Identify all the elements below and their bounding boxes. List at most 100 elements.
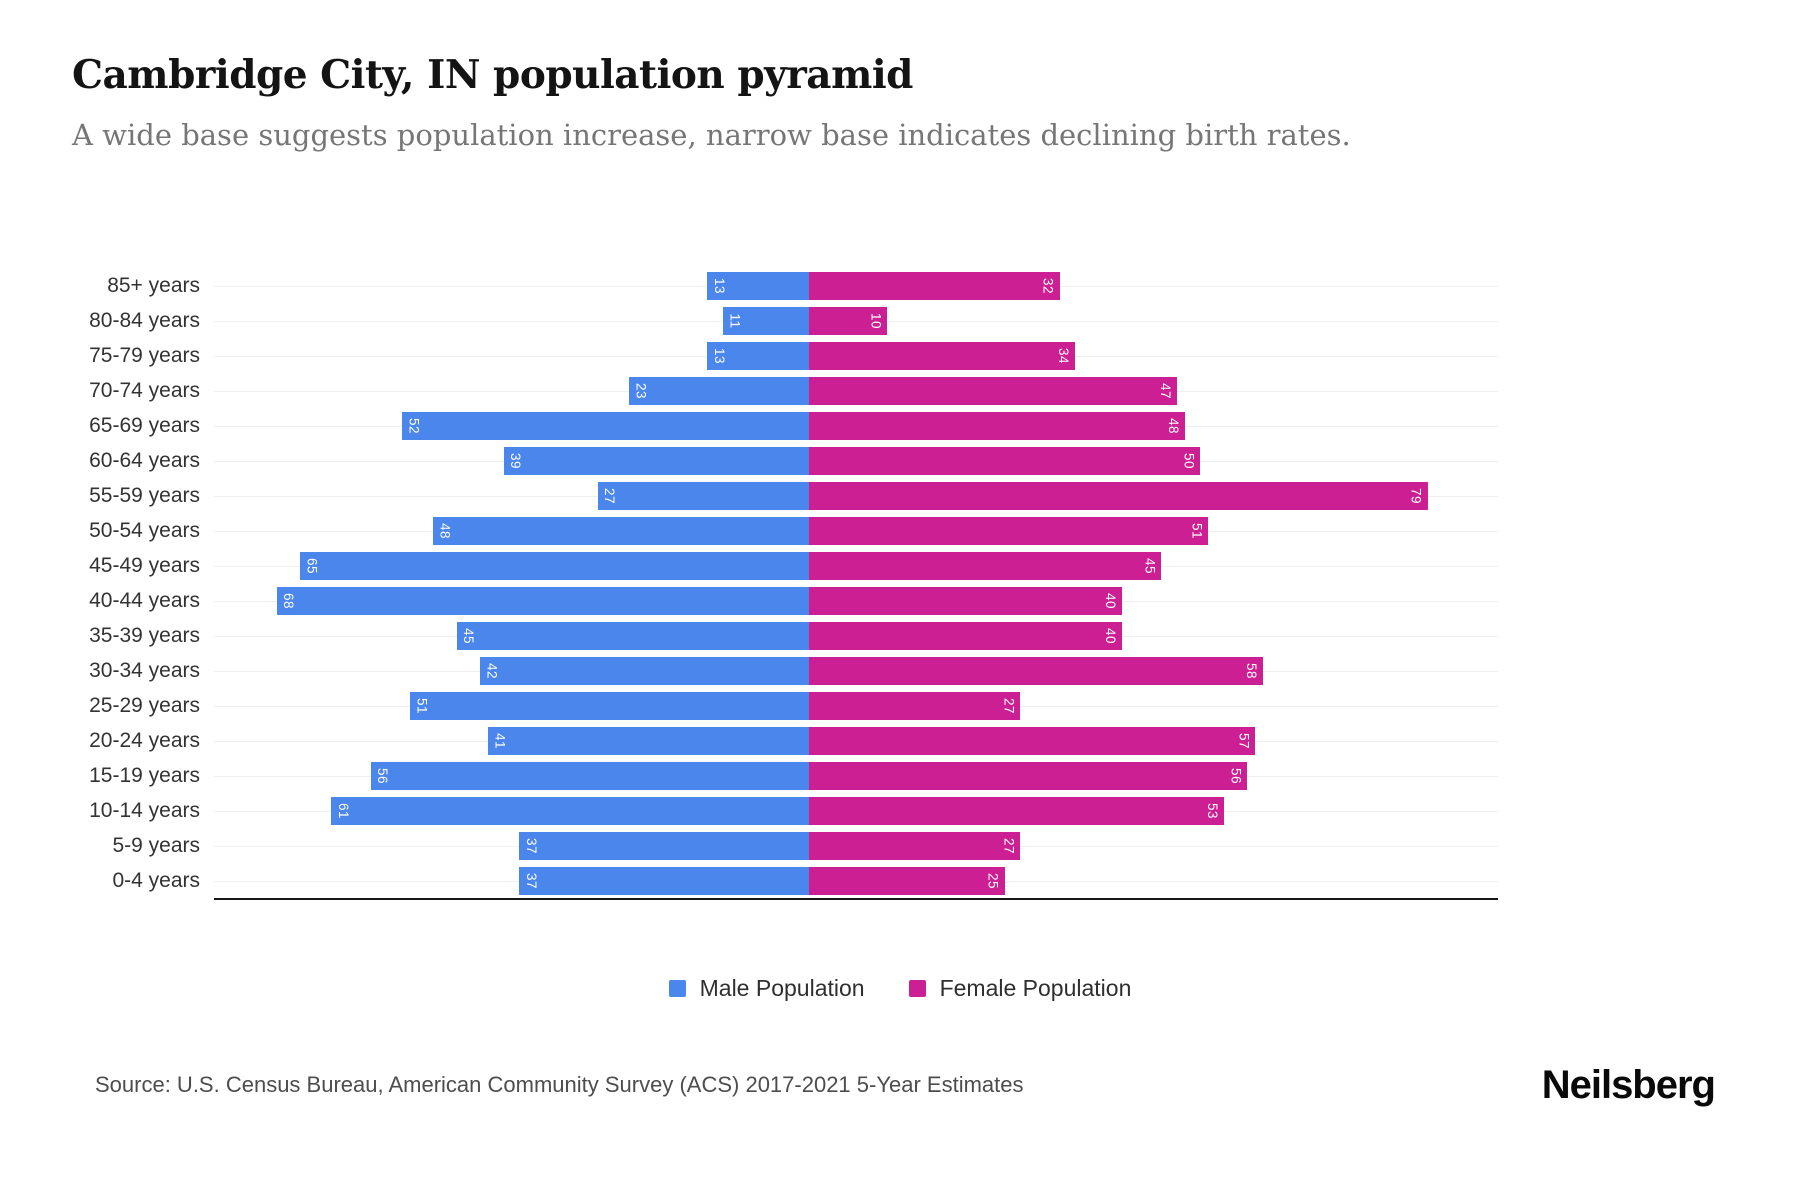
pyramid-row: 85+ years 13 32 (72, 268, 1498, 303)
age-group-label: 45-49 years (89, 554, 200, 577)
age-group-label: 50-54 years (89, 519, 200, 542)
male-bar-value: 51 (414, 697, 430, 714)
x-axis-line (214, 898, 1498, 900)
female-bar-value: 56 (1228, 767, 1244, 784)
male-bar-value: 61 (335, 802, 351, 819)
male-bar-value: 42 (484, 662, 500, 679)
female-bar: 51 (809, 516, 1209, 545)
male-bar: 56 (370, 761, 810, 790)
plot-area: 13 34 (214, 338, 1498, 373)
male-bar-value: 48 (437, 522, 453, 539)
male-bar: 37 (519, 866, 810, 895)
plot-area: 61 53 (214, 793, 1498, 828)
male-bar-value: 45 (461, 627, 477, 644)
pyramid-row: 70-74 years 23 47 (72, 373, 1498, 408)
male-bar-value: 41 (492, 732, 508, 749)
age-group-label: 60-64 years (89, 449, 200, 472)
female-bar-value: 27 (1001, 697, 1017, 714)
source-attribution: Source: U.S. Census Bureau, American Com… (95, 1072, 1024, 1097)
male-legend-label: Male Population (699, 975, 865, 1001)
male-bar: 68 (276, 586, 810, 615)
age-group-label: 70-74 years (89, 379, 200, 402)
pyramid-row: 60-64 years 39 50 (72, 443, 1498, 478)
male-bar-value: 68 (281, 592, 297, 609)
plot-area: 56 56 (214, 758, 1498, 793)
plot-area: 39 50 (214, 443, 1498, 478)
plot-area: 52 48 (214, 408, 1498, 443)
male-bar: 52 (401, 411, 810, 440)
male-legend-swatch (668, 980, 686, 997)
pyramid-rows: 85+ years 13 32 80-84 years 11 10 75-79 years 1… (72, 268, 1498, 898)
plot-area: 23 47 (214, 373, 1498, 408)
age-group-label: 20-24 years (89, 729, 200, 752)
female-bar-value: 48 (1165, 417, 1181, 434)
chart-legend: Male Population Female Population (0, 975, 1800, 1002)
pyramid-row: 20-24 years 41 57 (72, 723, 1498, 758)
plot-area: 45 40 (214, 618, 1498, 653)
male-bar-value: 65 (304, 557, 320, 574)
plot-area: 11 10 (214, 303, 1498, 338)
female-bar: 57 (809, 726, 1256, 755)
male-bar: 45 (456, 621, 810, 650)
female-bar: 27 (809, 831, 1021, 860)
female-bar-value: 34 (1056, 347, 1072, 364)
female-bar: 53 (809, 796, 1224, 825)
pyramid-row: 0-4 years 37 25 (72, 863, 1498, 898)
age-group-label: 0-4 years (112, 869, 200, 892)
legend-item-male: Male Population (668, 975, 865, 1002)
female-bar: 40 (809, 586, 1123, 615)
age-group-label: 85+ years (107, 274, 200, 297)
female-bar-value: 57 (1236, 732, 1252, 749)
male-bar: 65 (300, 551, 810, 580)
female-bar-value: 51 (1189, 522, 1205, 539)
female-bar-value: 32 (1040, 277, 1056, 294)
age-group-label: 5-9 years (112, 834, 200, 857)
pyramid-row: 5-9 years 37 27 (72, 828, 1498, 863)
female-bar-value: 45 (1142, 557, 1158, 574)
plot-area: 42 58 (214, 653, 1498, 688)
pyramid-row: 75-79 years 13 34 (72, 338, 1498, 373)
female-bar: 56 (809, 761, 1248, 790)
female-bar: 10 (809, 306, 888, 335)
plot-area: 27 79 (214, 478, 1498, 513)
female-bar-value: 25 (985, 872, 1001, 889)
age-group-label: 10-14 years (89, 799, 200, 822)
female-bar-value: 47 (1157, 382, 1173, 399)
female-bar: 25 (809, 866, 1005, 895)
male-bar: 37 (519, 831, 810, 860)
male-bar-value: 13 (711, 347, 727, 364)
female-bar: 79 (809, 481, 1428, 510)
plot-area: 68 40 (214, 583, 1498, 618)
female-bar-value: 40 (1103, 627, 1119, 644)
age-group-label: 55-59 years (89, 484, 200, 507)
female-bar: 34 (809, 341, 1076, 370)
female-bar-value: 10 (868, 312, 884, 329)
pyramid-row: 35-39 years 45 40 (72, 618, 1498, 653)
female-bar-value: 40 (1103, 592, 1119, 609)
male-bar-value: 23 (633, 382, 649, 399)
male-bar-value: 11 (727, 312, 743, 329)
plot-area: 37 27 (214, 828, 1498, 863)
male-bar: 61 (331, 796, 810, 825)
plot-area: 48 51 (214, 513, 1498, 548)
pyramid-row: 55-59 years 27 79 (72, 478, 1498, 513)
age-group-label: 15-19 years (89, 764, 200, 787)
female-legend-label: Female Population (939, 975, 1132, 1001)
population-pyramid-chart: 85+ years 13 32 80-84 years 11 10 75-79 years 1… (72, 268, 1498, 900)
pyramid-row: 65-69 years 52 48 (72, 408, 1498, 443)
female-bar-value: 58 (1244, 662, 1260, 679)
pyramid-row: 15-19 years 56 56 (72, 758, 1498, 793)
age-group-label: 65-69 years (89, 414, 200, 437)
male-bar: 11 (722, 306, 810, 335)
male-bar-value: 37 (523, 872, 539, 889)
pyramid-row: 30-34 years 42 58 (72, 653, 1498, 688)
age-group-label: 80-84 years (89, 309, 200, 332)
male-bar: 42 (480, 656, 810, 685)
female-bar: 48 (809, 411, 1185, 440)
male-bar-value: 13 (711, 277, 727, 294)
male-bar: 51 (409, 691, 810, 720)
male-bar-value: 52 (406, 417, 422, 434)
male-bar: 13 (707, 341, 810, 370)
female-bar-value: 79 (1408, 487, 1424, 504)
page-title: Cambridge City, IN population pyramid (72, 52, 913, 98)
